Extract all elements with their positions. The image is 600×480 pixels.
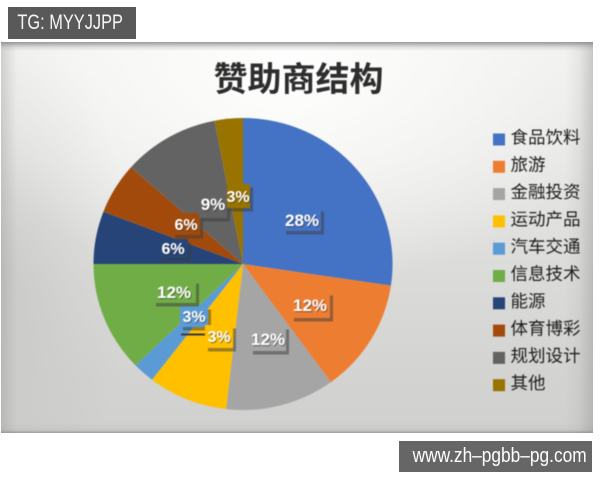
svg-text:12%: 12% — [251, 330, 285, 349]
svg-text:9%: 9% — [201, 195, 226, 214]
svg-text:6%: 6% — [174, 217, 197, 234]
svg-text:6%: 6% — [161, 241, 184, 258]
svg-text:3%: 3% — [182, 309, 205, 326]
svg-text:3%: 3% — [226, 189, 249, 206]
svg-text:3%: 3% — [207, 329, 230, 346]
svg-text:12%: 12% — [157, 283, 191, 302]
svg-text:12%: 12% — [293, 296, 327, 315]
svg-text:28%: 28% — [285, 211, 319, 230]
